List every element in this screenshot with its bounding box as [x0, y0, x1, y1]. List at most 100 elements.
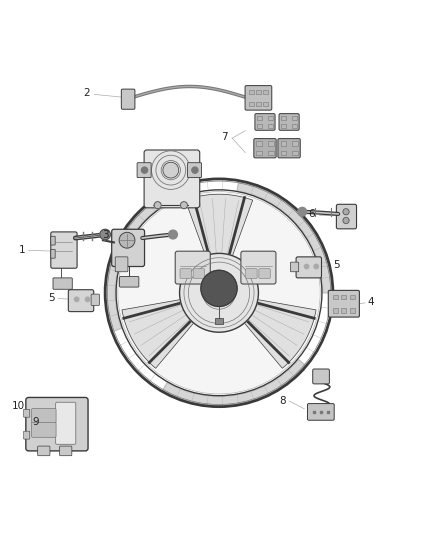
Circle shape — [298, 207, 307, 216]
FancyBboxPatch shape — [120, 277, 139, 287]
FancyBboxPatch shape — [215, 318, 223, 325]
Circle shape — [154, 201, 161, 209]
Circle shape — [180, 201, 187, 209]
Text: 6: 6 — [309, 209, 315, 220]
Wedge shape — [106, 195, 167, 332]
Text: 2: 2 — [83, 87, 90, 98]
Circle shape — [192, 167, 198, 173]
FancyBboxPatch shape — [328, 290, 359, 317]
FancyBboxPatch shape — [268, 124, 273, 128]
FancyBboxPatch shape — [24, 431, 30, 439]
FancyBboxPatch shape — [281, 141, 286, 146]
Polygon shape — [122, 299, 195, 368]
FancyBboxPatch shape — [121, 89, 135, 109]
FancyBboxPatch shape — [53, 278, 72, 289]
FancyBboxPatch shape — [112, 229, 145, 266]
Circle shape — [85, 297, 90, 302]
Text: 7: 7 — [221, 132, 228, 142]
FancyBboxPatch shape — [26, 398, 88, 451]
Circle shape — [100, 229, 110, 240]
FancyBboxPatch shape — [263, 102, 268, 106]
FancyBboxPatch shape — [257, 116, 262, 120]
FancyBboxPatch shape — [241, 251, 276, 284]
FancyBboxPatch shape — [193, 269, 205, 278]
FancyBboxPatch shape — [256, 90, 261, 94]
FancyBboxPatch shape — [333, 308, 338, 312]
FancyBboxPatch shape — [60, 446, 72, 456]
Wedge shape — [162, 359, 306, 406]
FancyBboxPatch shape — [38, 446, 50, 456]
Circle shape — [343, 209, 349, 215]
FancyBboxPatch shape — [51, 232, 77, 268]
Circle shape — [304, 264, 309, 269]
FancyBboxPatch shape — [259, 269, 270, 278]
FancyBboxPatch shape — [292, 116, 297, 120]
FancyBboxPatch shape — [32, 408, 56, 423]
FancyBboxPatch shape — [255, 114, 275, 130]
Circle shape — [141, 167, 148, 173]
Circle shape — [201, 270, 237, 306]
FancyBboxPatch shape — [263, 90, 268, 94]
Text: 10: 10 — [12, 401, 25, 411]
FancyBboxPatch shape — [281, 151, 286, 155]
Text: 4: 4 — [368, 297, 374, 307]
FancyBboxPatch shape — [296, 257, 321, 278]
FancyBboxPatch shape — [293, 151, 297, 155]
FancyBboxPatch shape — [256, 102, 261, 106]
FancyBboxPatch shape — [268, 141, 273, 146]
Text: 3: 3 — [102, 230, 109, 239]
FancyBboxPatch shape — [257, 124, 262, 128]
FancyBboxPatch shape — [313, 369, 329, 384]
Polygon shape — [185, 194, 253, 258]
Text: 5: 5 — [48, 293, 55, 303]
FancyBboxPatch shape — [257, 151, 262, 155]
Circle shape — [163, 162, 179, 178]
Text: 5: 5 — [333, 260, 339, 270]
Polygon shape — [243, 299, 316, 368]
Circle shape — [118, 192, 320, 393]
Circle shape — [169, 230, 177, 239]
Text: 8: 8 — [279, 395, 286, 406]
FancyBboxPatch shape — [290, 262, 299, 272]
FancyBboxPatch shape — [257, 141, 262, 146]
FancyBboxPatch shape — [51, 249, 55, 258]
Circle shape — [119, 232, 135, 248]
FancyBboxPatch shape — [175, 251, 210, 284]
Circle shape — [180, 253, 258, 332]
FancyBboxPatch shape — [254, 139, 276, 158]
FancyBboxPatch shape — [268, 151, 273, 155]
FancyBboxPatch shape — [350, 308, 355, 312]
FancyBboxPatch shape — [279, 114, 299, 130]
FancyBboxPatch shape — [180, 269, 191, 278]
Text: 9: 9 — [32, 417, 39, 427]
Circle shape — [74, 297, 79, 302]
FancyBboxPatch shape — [91, 294, 99, 305]
FancyBboxPatch shape — [24, 409, 30, 417]
FancyBboxPatch shape — [245, 86, 272, 110]
FancyBboxPatch shape — [137, 163, 151, 177]
FancyBboxPatch shape — [246, 269, 257, 278]
FancyBboxPatch shape — [341, 295, 346, 300]
FancyBboxPatch shape — [281, 124, 286, 128]
FancyBboxPatch shape — [32, 423, 56, 437]
FancyBboxPatch shape — [144, 150, 200, 208]
FancyBboxPatch shape — [268, 116, 273, 120]
FancyBboxPatch shape — [249, 90, 254, 94]
FancyBboxPatch shape — [281, 116, 286, 120]
FancyBboxPatch shape — [249, 102, 254, 106]
FancyBboxPatch shape — [187, 163, 201, 177]
Circle shape — [314, 264, 318, 269]
FancyBboxPatch shape — [278, 139, 300, 158]
FancyBboxPatch shape — [68, 290, 94, 312]
FancyBboxPatch shape — [115, 257, 128, 272]
Circle shape — [343, 217, 349, 223]
FancyBboxPatch shape — [341, 308, 346, 312]
FancyBboxPatch shape — [307, 403, 334, 420]
FancyBboxPatch shape — [336, 204, 357, 229]
FancyBboxPatch shape — [292, 124, 297, 128]
FancyBboxPatch shape — [293, 141, 297, 146]
Wedge shape — [237, 182, 332, 293]
FancyBboxPatch shape — [51, 236, 55, 245]
FancyBboxPatch shape — [350, 295, 355, 300]
FancyBboxPatch shape — [56, 402, 76, 445]
